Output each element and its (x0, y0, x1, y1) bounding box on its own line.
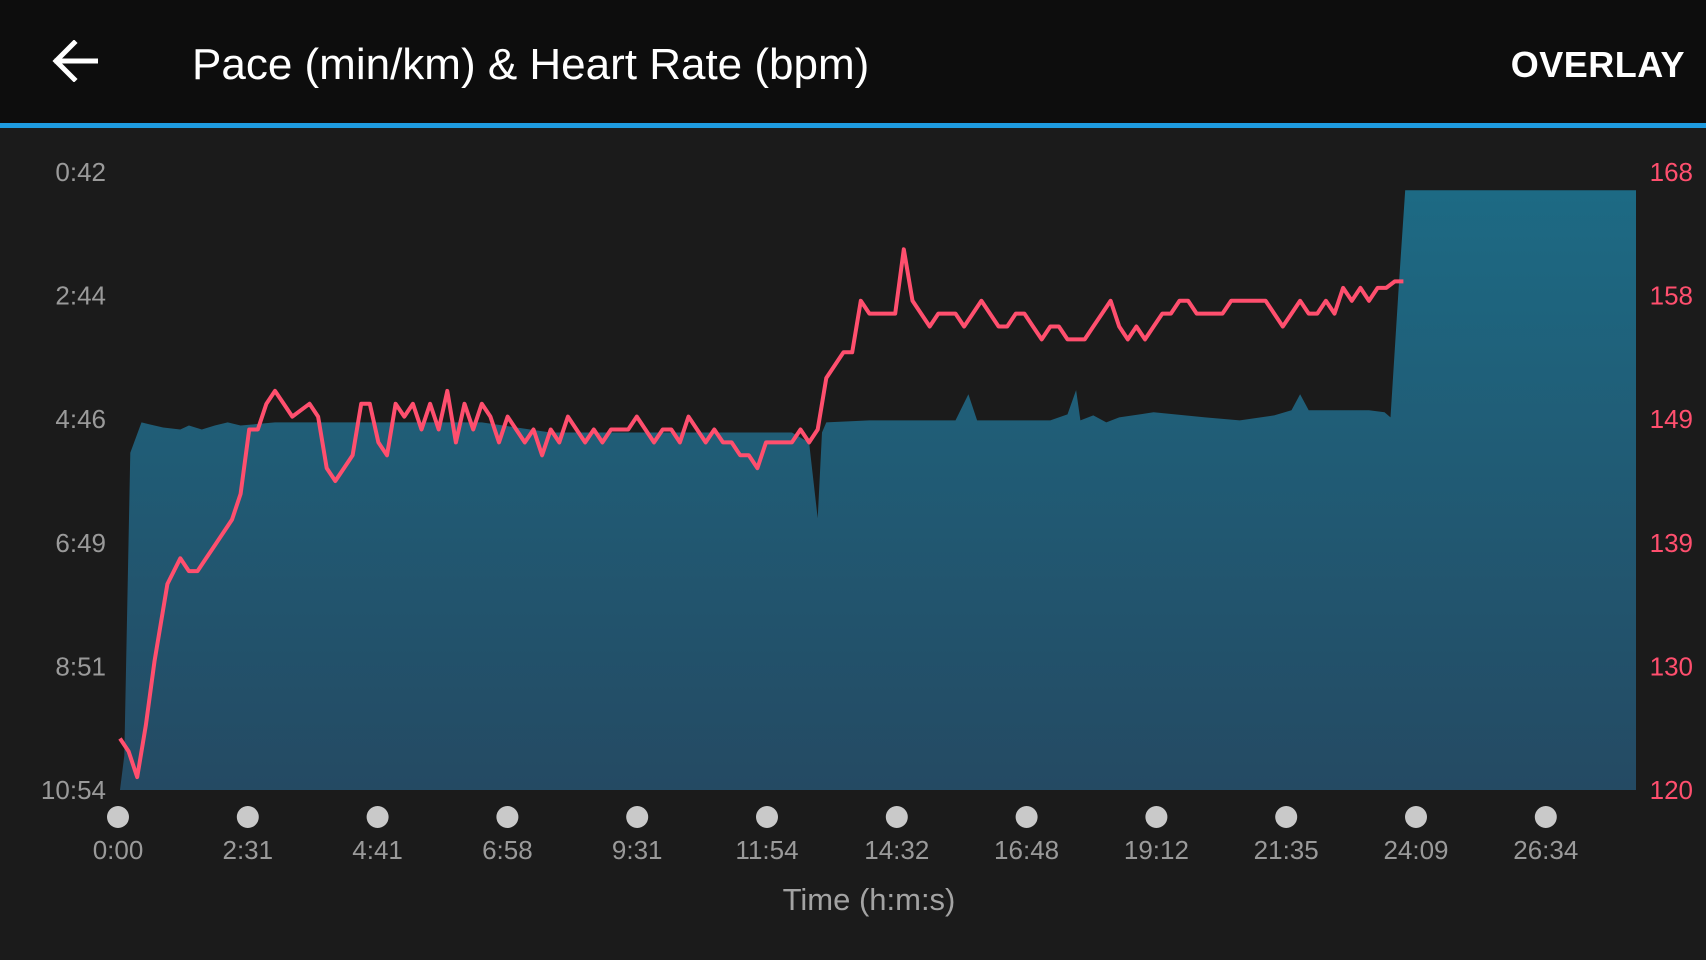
heart-rate-axis: 168 158 149 139 130 120 (1650, 157, 1693, 805)
time-tick-dot[interactable] (1275, 806, 1298, 828)
pace-tick-label: 6:49 (55, 528, 106, 558)
heart-rate-tick-label: 158 (1650, 281, 1693, 311)
pace-heart-rate-chart: 0:42 2:44 4:46 6:49 8:51 10:54 168 158 149 139 13… (41, 157, 1693, 917)
time-tick-label: 6:58 (482, 835, 533, 865)
back-button[interactable] (44, 30, 106, 92)
time-tick-label: 9:31 (612, 835, 663, 865)
heart-rate-tick-label: 130 (1650, 651, 1693, 681)
pace-tick-label: 2:44 (55, 281, 106, 311)
time-tick-label: 0:00 (93, 835, 144, 865)
time-tick-dot[interactable] (107, 806, 129, 828)
heart-rate-line-series (118, 247, 1404, 780)
time-tick-label: 24:09 (1383, 835, 1448, 865)
pace-axis: 0:42 2:44 4:46 6:49 8:51 10:54 (41, 157, 106, 805)
time-tick-dot[interactable] (366, 806, 389, 828)
time-tick-label: 14:32 (864, 835, 929, 865)
time-tick-dot[interactable] (236, 806, 259, 828)
heart-rate-tick-label: 120 (1650, 775, 1693, 805)
time-tick-dot[interactable] (1405, 806, 1427, 828)
time-tick-label: 2:31 (222, 835, 273, 865)
app-bar: Pace (min/km) & Heart Rate (bpm) OVERLAY (0, 0, 1706, 128)
time-tick-label: 16:48 (994, 835, 1059, 865)
pace-area-series (120, 190, 1636, 790)
heart-rate-tick-label: 149 (1650, 404, 1693, 434)
pace-tick-label: 4:46 (55, 404, 106, 434)
time-tick-dot[interactable] (626, 806, 649, 828)
time-tick-label: 4:41 (352, 835, 403, 865)
arrow-left-icon (52, 40, 98, 82)
x-axis-label: Time (h:m:s) (783, 882, 956, 917)
time-tick-label: 21:35 (1254, 835, 1319, 865)
time-axis: 0:00 2:31 4:41 6:58 9:31 11:54 14:32 16:48 19:12… (93, 806, 1578, 865)
time-tick-label: 11:54 (735, 835, 798, 865)
time-tick-dot[interactable] (885, 806, 908, 828)
time-tick-dot[interactable] (1145, 806, 1168, 828)
heart-rate-tick-label: 168 (1650, 157, 1693, 187)
time-tick-dot[interactable] (756, 806, 778, 828)
time-tick-dot[interactable] (1534, 806, 1557, 828)
time-tick-dot[interactable] (1015, 806, 1038, 828)
time-tick-label: 26:34 (1513, 835, 1578, 865)
time-tick-label: 19:12 (1124, 835, 1189, 865)
overlay-button[interactable]: OVERLAY (1510, 44, 1685, 85)
page-title: Pace (min/km) & Heart Rate (bpm) (192, 40, 870, 89)
heart-rate-tick-label: 139 (1650, 528, 1693, 558)
time-tick-dot[interactable] (496, 806, 519, 828)
pace-tick-label: 8:51 (55, 651, 106, 681)
pace-tick-label: 0:42 (55, 157, 106, 187)
pace-tick-label: 10:54 (41, 775, 106, 805)
